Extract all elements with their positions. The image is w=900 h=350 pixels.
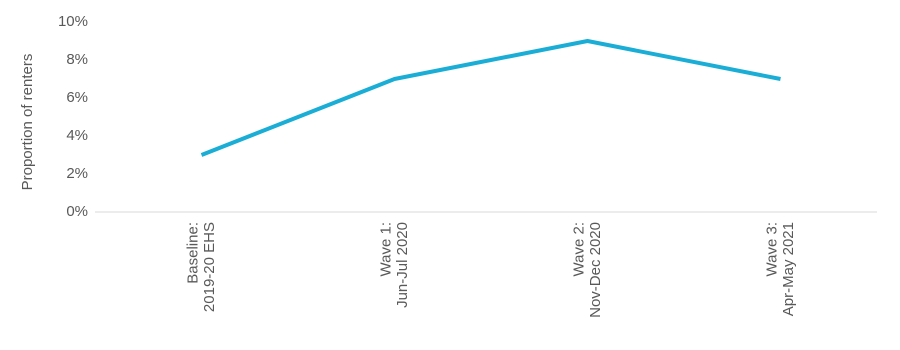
x-tick-label: Wave 2:Nov-Dec 2020 <box>570 222 604 318</box>
y-tick-label: 2% <box>66 165 88 182</box>
y-axis-label: Proportion of renters <box>19 54 36 191</box>
y-tick-label: 0% <box>66 203 88 220</box>
y-tick-label: 8% <box>66 51 88 68</box>
x-tick-label: Wave 3:Apr-May 2021 <box>763 222 797 316</box>
y-tick-label: 4% <box>66 127 88 144</box>
y-tick-label: 6% <box>66 89 88 106</box>
x-tick-label: Baseline:2019-20 EHS <box>184 222 218 312</box>
y-tick-label: 10% <box>58 13 88 30</box>
x-tick-label: Wave 1:Jun-Jul 2020 <box>377 222 411 308</box>
line-series <box>200 39 781 157</box>
